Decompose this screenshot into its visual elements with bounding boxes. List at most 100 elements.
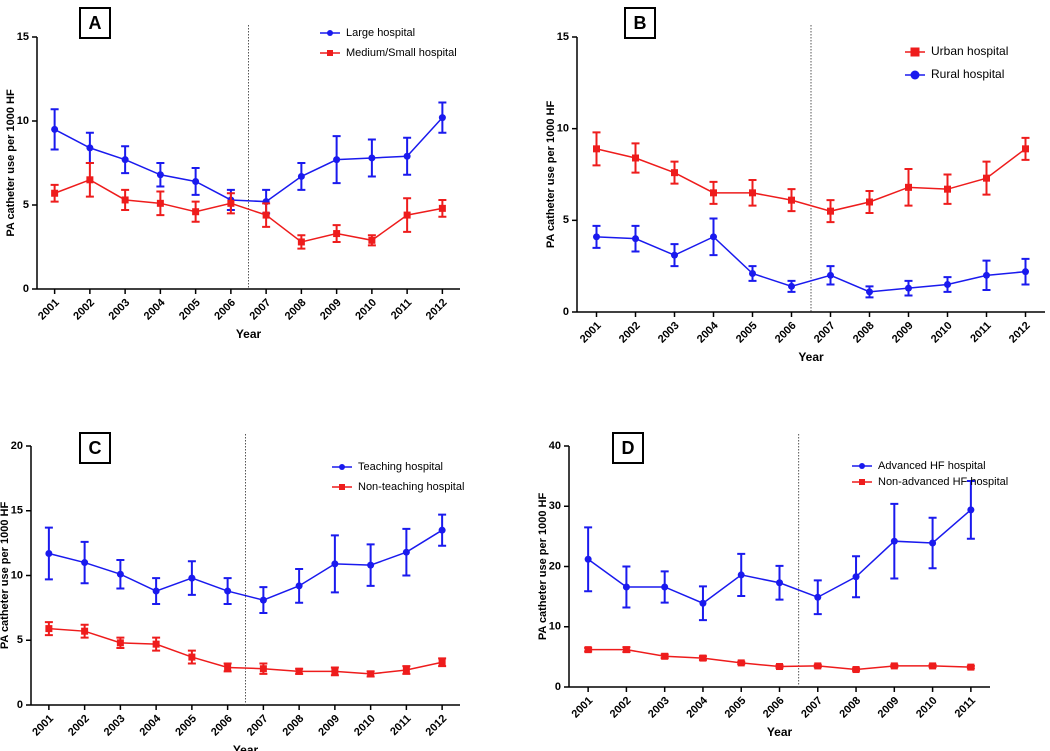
data-point	[192, 208, 200, 216]
data-point	[262, 211, 270, 219]
x-tick-label: 2006	[773, 320, 799, 346]
y-tick-label: 15	[11, 505, 23, 517]
series-line	[54, 178, 443, 243]
panel-label-box	[79, 7, 111, 39]
y-tick-label: 10	[11, 569, 23, 581]
x-tick-label: 2011	[388, 713, 413, 738]
x-tick-label: 2008	[283, 297, 309, 323]
data-point	[929, 662, 937, 670]
x-tick-label: 2010	[353, 297, 379, 323]
data-point	[438, 658, 446, 666]
y-axis-label: PA catheter use per 1000 HF	[5, 89, 17, 237]
x-tick-label: 2009	[890, 320, 916, 346]
panel-label-box	[79, 432, 111, 464]
x-tick-label: 2006	[209, 713, 235, 739]
x-tick-label: 2012	[424, 713, 450, 739]
data-point	[593, 233, 600, 241]
panel: 0 10 20 30 40 2001 2002 2003 2004 2005 2006 2007 200…	[537, 432, 1008, 739]
x-tick-label: 2001	[36, 297, 62, 323]
data-point	[584, 646, 592, 654]
panel-label: D	[622, 438, 635, 458]
x-tick-label: 2005	[177, 297, 203, 323]
x-tick-label: 2004	[684, 694, 710, 720]
data-point	[890, 662, 898, 670]
x-tick-label: 2003	[107, 297, 133, 323]
x-tick-label: 2002	[617, 320, 643, 346]
legend-marker	[910, 47, 920, 57]
data-point	[402, 666, 410, 674]
data-point	[438, 114, 446, 122]
x-axis-label: Year	[767, 725, 793, 739]
series-line	[596, 235, 1026, 293]
panel-label: B	[634, 13, 647, 33]
data-point	[81, 627, 89, 635]
data-point	[156, 199, 164, 207]
data-point	[827, 271, 834, 279]
x-tick-label: 2010	[914, 695, 940, 721]
x-tick-label: 2007	[248, 297, 274, 323]
data-point	[788, 282, 795, 290]
data-point	[297, 172, 305, 180]
data-point	[944, 281, 951, 288]
legend-marker	[339, 464, 345, 470]
data-point	[367, 670, 375, 678]
data-point	[827, 207, 834, 215]
x-tick-label: 2005	[734, 320, 760, 346]
data-point	[737, 571, 745, 579]
data-point	[368, 236, 376, 244]
data-point	[584, 555, 592, 563]
x-tick-label: 2005	[173, 713, 199, 739]
data-point	[1022, 145, 1029, 153]
legend-label: Teaching hospital	[358, 461, 443, 473]
data-point	[983, 271, 990, 279]
data-point	[776, 663, 783, 671]
data-point	[45, 549, 53, 557]
y-tick-label: 5	[23, 199, 29, 211]
data-point	[152, 587, 160, 595]
x-tick-label: 2007	[245, 713, 271, 739]
data-point	[749, 189, 756, 197]
data-point	[438, 526, 446, 534]
panel-label: A	[89, 13, 102, 33]
data-point	[81, 559, 89, 567]
legend-marker	[327, 30, 333, 36]
x-tick-label: 2011	[953, 695, 978, 720]
y-axis-label: PA catheter use per 1000 HF	[537, 493, 549, 641]
legend-label: Medium/Small hospital	[346, 47, 457, 59]
x-tick-label: 2001	[30, 713, 56, 739]
panel: 0 5 10 15 20 2001 2002 2003 2004 2005 2006 2007 2008…	[0, 432, 464, 751]
data-point	[710, 233, 717, 241]
y-tick-label: 5	[563, 214, 569, 226]
x-tick-label: 2002	[71, 297, 97, 323]
x-tick-label: 2011	[389, 297, 414, 322]
series-line	[596, 148, 1026, 212]
panel: 0 5 10 15 2001 2002 2003 2004 2005 2006 2007 2008 20…	[5, 7, 460, 341]
y-tick-label: 10	[549, 621, 561, 633]
data-point	[45, 625, 53, 633]
x-axis-label: Year	[233, 743, 259, 751]
legend-label: Advanced HF hospital	[878, 460, 986, 472]
y-tick-label: 30	[549, 500, 561, 512]
data-point	[116, 570, 124, 578]
data-point	[905, 183, 912, 191]
data-point	[121, 196, 129, 204]
data-point	[699, 654, 707, 662]
data-point	[51, 125, 59, 133]
x-tick-label: 2001	[570, 695, 596, 721]
x-tick-label: 2009	[876, 695, 902, 721]
data-point	[331, 667, 339, 675]
y-tick-label: 0	[23, 283, 29, 295]
data-point	[983, 174, 990, 182]
data-point	[51, 189, 59, 197]
data-point	[699, 599, 707, 607]
data-point	[710, 189, 717, 197]
data-point	[227, 199, 235, 207]
x-tick-label: 2004	[695, 319, 721, 345]
data-point	[333, 230, 341, 238]
y-tick-label: 0	[17, 699, 23, 711]
data-point	[814, 593, 822, 601]
data-point	[367, 561, 375, 569]
x-tick-label: 2006	[761, 695, 787, 721]
x-tick-label: 2012	[1007, 320, 1033, 346]
series-line	[48, 529, 443, 601]
